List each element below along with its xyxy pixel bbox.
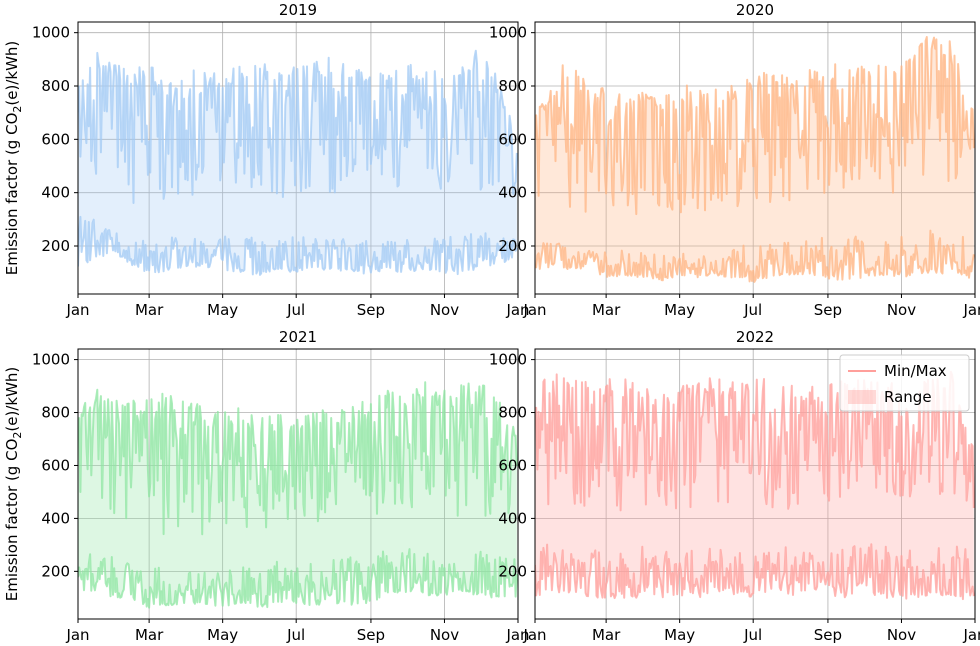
- chart-title: 2020: [736, 1, 774, 19]
- x-tick-label: Sep: [814, 301, 842, 319]
- legend-patch-swatch: [848, 390, 876, 404]
- x-axis: Jan Mar May Jul Sep Nov Jan: [522, 294, 980, 319]
- y-axis: 200 400 600 800 1000: [32, 351, 78, 580]
- y-tick-label: 800: [41, 77, 70, 95]
- max-line: [535, 370, 975, 512]
- legend-box: [839, 354, 970, 412]
- max-line: [78, 49, 518, 204]
- y-tick-label: 400: [41, 184, 70, 202]
- y-tick-label: 800: [41, 404, 70, 422]
- x-tick-label: Nov: [887, 301, 916, 319]
- y-tick-label: 400: [498, 184, 527, 202]
- y-tick-label: 1000: [489, 24, 527, 42]
- axes-frame: [77, 348, 519, 620]
- y-tick-label: 200: [41, 562, 70, 580]
- x-tick-label: May: [664, 626, 695, 644]
- y-tick-label: 400: [41, 509, 70, 527]
- y-tick-label: 1000: [32, 351, 70, 369]
- chart-title: 2019: [279, 1, 317, 19]
- x-axis: Jan Mar May Jul Sep Nov Jan: [65, 619, 530, 644]
- x-tick-label: Jan: [65, 626, 89, 644]
- chart-panel-2022: 200 400 600 800 1000 Jan Mar May Jul Sep Nov Jan 202…: [489, 328, 980, 644]
- chart-title: 2022: [736, 328, 774, 346]
- x-tick-label: May: [207, 301, 238, 319]
- x-tick-label: Jul: [286, 301, 305, 319]
- y-axis-label: Emission factor (g CO2(e)/kWh): [3, 367, 24, 602]
- chart-panel-2019: 200 400 600 800 1000 Jan Mar May Jul Sep Nov Jan 201…: [3, 1, 530, 319]
- x-tick-label: May: [664, 301, 695, 319]
- x-tick-label: Jan: [65, 301, 89, 319]
- axes-frame: [534, 348, 976, 620]
- x-tick-label: Jul: [743, 626, 762, 644]
- legend-label: Min/Max: [884, 362, 947, 380]
- axes-frame: [534, 21, 976, 295]
- x-tick-label: Sep: [357, 626, 385, 644]
- y-tick-label: 600: [498, 130, 527, 148]
- chart-panel-2021: 200 400 600 800 1000 Jan Mar May Jul Sep Nov Jan 202…: [3, 328, 530, 644]
- x-tick-label: Jan: [522, 626, 546, 644]
- y-tick-label: 200: [498, 562, 527, 580]
- plot-area: [78, 49, 518, 276]
- y-axis: 200 400 600 800 1000: [489, 24, 535, 255]
- plot-area: [535, 370, 975, 601]
- y-axis: 200 400 600 800 1000: [32, 24, 78, 255]
- y-tick-label: 200: [41, 237, 70, 255]
- y-tick-label: 600: [41, 130, 70, 148]
- x-tick-label: Sep: [814, 626, 842, 644]
- y-tick-label: 400: [498, 509, 527, 527]
- min-line: [535, 229, 975, 283]
- min-line: [535, 543, 975, 601]
- y-tick-label: 1000: [32, 24, 70, 42]
- plot-area: [535, 36, 975, 283]
- x-tick-label: Jan: [505, 301, 529, 319]
- y-tick-label: 600: [41, 456, 70, 474]
- x-tick-label: Jan: [505, 626, 529, 644]
- max-line: [78, 381, 518, 536]
- range-band: [535, 371, 974, 600]
- x-tick-label: Jan: [962, 301, 980, 319]
- y-tick-label: 800: [498, 404, 527, 422]
- x-tick-label: Jul: [286, 626, 305, 644]
- legend: Min/Max Range: [839, 354, 970, 412]
- x-tick-label: Jul: [743, 301, 762, 319]
- plot-area: [78, 381, 518, 609]
- x-axis: Jan Mar May Jul Sep Nov Jan: [522, 619, 980, 644]
- x-tick-label: Jan: [522, 301, 546, 319]
- x-axis: Jan Mar May Jul Sep Nov Jan: [65, 294, 530, 319]
- x-tick-label: Nov: [430, 301, 459, 319]
- y-axis-label: Emission factor (g CO2(e)/kWh): [3, 41, 24, 276]
- axes-frame: [77, 21, 519, 295]
- chart-panel-2020: 200 400 600 800 1000 Jan Mar May Jul Sep Nov Jan 202…: [489, 1, 980, 319]
- min-line: [78, 548, 518, 609]
- x-tick-label: Nov: [887, 626, 916, 644]
- y-tick-label: 600: [498, 456, 527, 474]
- x-tick-label: Mar: [135, 301, 164, 319]
- x-tick-label: Mar: [592, 626, 621, 644]
- max-line: [535, 36, 975, 216]
- y-tick-label: 800: [498, 77, 527, 95]
- chart-title: 2021: [279, 328, 317, 346]
- min-line: [78, 215, 518, 276]
- y-axis: 200 400 600 800 1000: [489, 351, 535, 580]
- x-tick-label: May: [207, 626, 238, 644]
- y-tick-label: 1000: [489, 351, 527, 369]
- x-tick-label: Nov: [430, 626, 459, 644]
- x-tick-label: Mar: [135, 626, 164, 644]
- y-tick-label: 200: [498, 237, 527, 255]
- x-tick-label: Jan: [962, 626, 980, 644]
- legend-label: Range: [884, 388, 932, 406]
- range-band: [78, 50, 517, 275]
- x-tick-label: Sep: [357, 301, 385, 319]
- x-tick-label: Mar: [592, 301, 621, 319]
